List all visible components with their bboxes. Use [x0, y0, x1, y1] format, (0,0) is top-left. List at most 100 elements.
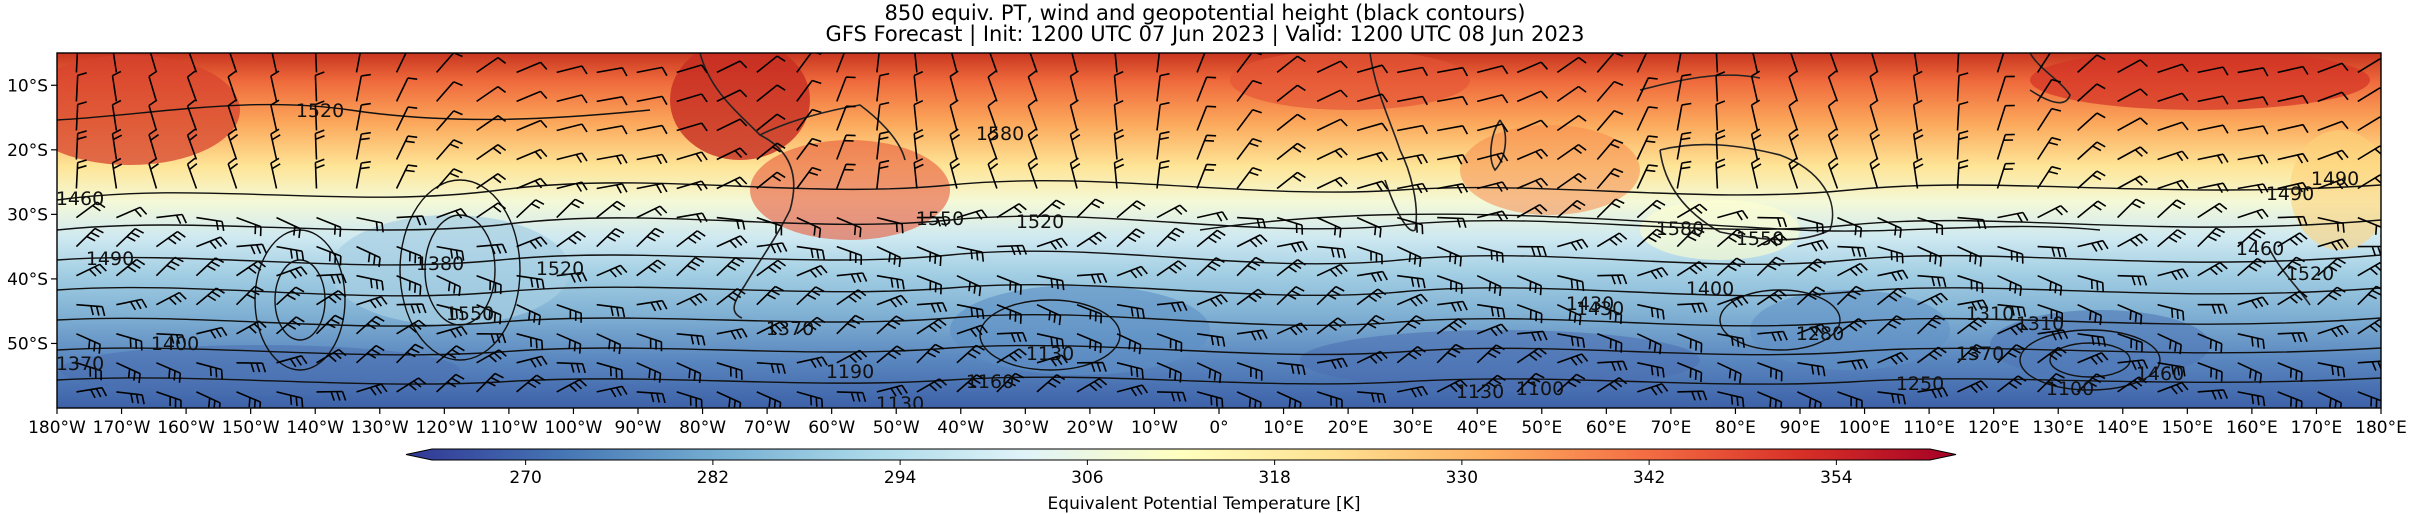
wind-barb — [1076, 231, 1107, 248]
wind-barb — [2317, 120, 2349, 132]
wind-barb — [1116, 333, 1142, 355]
wind-barb — [913, 158, 924, 189]
wind-barb — [756, 216, 783, 236]
wind-barb — [1156, 72, 1170, 102]
wind-barb — [2357, 174, 2381, 190]
wind-barb — [1716, 229, 1746, 248]
wind-barb — [556, 94, 588, 104]
wind-barb — [1276, 259, 1306, 277]
wind-barb — [2077, 170, 2106, 190]
wind-barb — [356, 245, 381, 268]
wind-barb — [1076, 198, 1105, 219]
wind-barb — [913, 128, 924, 160]
wind-barb — [1757, 391, 1783, 408]
wind-barb — [76, 263, 107, 277]
wind-barb — [149, 53, 158, 73]
wind-barb — [1788, 128, 1799, 160]
wind-barb — [556, 271, 588, 283]
wind-barb — [1156, 160, 1170, 189]
wind-barb — [1676, 53, 1682, 73]
wind-barb — [556, 378, 588, 393]
wind-barb — [950, 53, 958, 73]
wind-barb — [949, 157, 961, 189]
wind-barb — [2197, 333, 2223, 354]
wind-barb — [2036, 136, 2062, 160]
wind-barb — [2197, 124, 2229, 134]
wind-barb — [914, 53, 918, 73]
wind-barb — [1997, 245, 2024, 264]
wind-barb — [2117, 233, 2148, 248]
wind-barb — [395, 164, 418, 189]
wind-barb — [1116, 265, 1148, 279]
contour-label: 1130 — [1456, 381, 1504, 403]
wind-barb — [756, 259, 786, 277]
wind-barb — [476, 144, 507, 161]
wind-barb — [1397, 95, 1428, 106]
contour-label: 1100 — [1516, 378, 1564, 400]
wind-barb — [1596, 168, 1624, 190]
wind-barb — [1276, 391, 1302, 408]
wind-barb — [1556, 373, 1586, 393]
wind-barb — [2157, 150, 2189, 162]
wind-barb — [1637, 266, 1669, 280]
wind-barb — [186, 157, 198, 189]
wind-barb — [1156, 333, 1183, 353]
wind-barb — [1917, 346, 1947, 364]
wind-barb — [1276, 113, 1306, 132]
wind-barb — [1756, 256, 1785, 277]
wind-barb — [996, 348, 1027, 364]
wind-barb — [116, 362, 141, 384]
wind-barb — [276, 266, 308, 279]
wind-barb — [1276, 55, 1306, 74]
wind-barb — [156, 333, 186, 345]
wind-barb — [314, 129, 325, 160]
wind-barb — [1196, 257, 1225, 277]
wind-barb — [2117, 175, 2148, 190]
wind-barb — [1996, 133, 2015, 160]
wind-barb — [316, 290, 347, 306]
wind-barb — [1113, 158, 1125, 189]
wind-barb — [1356, 288, 1387, 306]
wind-barb — [1790, 53, 1799, 73]
wind-barb — [1796, 286, 1826, 306]
wind-barb — [1196, 362, 1222, 384]
wind-barb — [395, 106, 418, 131]
wind-barb — [1196, 333, 1226, 347]
lon-tick-label: 70°W — [744, 418, 791, 438]
contour-label: 1100 — [2046, 378, 2094, 400]
wind-barb — [1912, 128, 1924, 160]
wind-barb — [1596, 109, 1624, 132]
wind-barb — [1436, 343, 1465, 364]
wind-barb — [1788, 157, 1799, 189]
wind-barb — [1597, 333, 1623, 353]
wind-barb — [75, 53, 79, 73]
colorbar-label: Equivalent Potential Temperature [K] — [1048, 494, 1361, 514]
wind-barb — [876, 245, 902, 268]
contour-label: 1380 — [416, 253, 464, 275]
wind-barb — [796, 265, 828, 278]
wind-barb — [2357, 391, 2381, 408]
wind-barb — [186, 70, 198, 102]
wind-barb — [913, 99, 924, 131]
wind-barb — [1757, 362, 1783, 382]
wind-barb — [676, 230, 706, 248]
wind-barb — [156, 362, 182, 383]
wind-barb — [270, 70, 280, 102]
wind-barb — [1557, 353, 1589, 366]
wind-barb — [2117, 88, 2148, 103]
wind-barb — [1356, 64, 1389, 74]
wind-barb — [1676, 102, 1692, 131]
wind-barb — [636, 124, 668, 135]
wind-barb — [1997, 274, 2022, 296]
wind-barb — [996, 331, 1028, 343]
wind-barb — [987, 157, 999, 189]
wind-barb — [1436, 245, 1462, 267]
wind-barb — [876, 384, 908, 397]
wind-barb — [356, 383, 388, 396]
wind-barb — [1636, 199, 1666, 219]
wind-barb — [270, 99, 280, 131]
wind-barb — [1477, 210, 1509, 222]
wind-barb — [196, 362, 223, 380]
wind-barb — [1116, 384, 1149, 397]
